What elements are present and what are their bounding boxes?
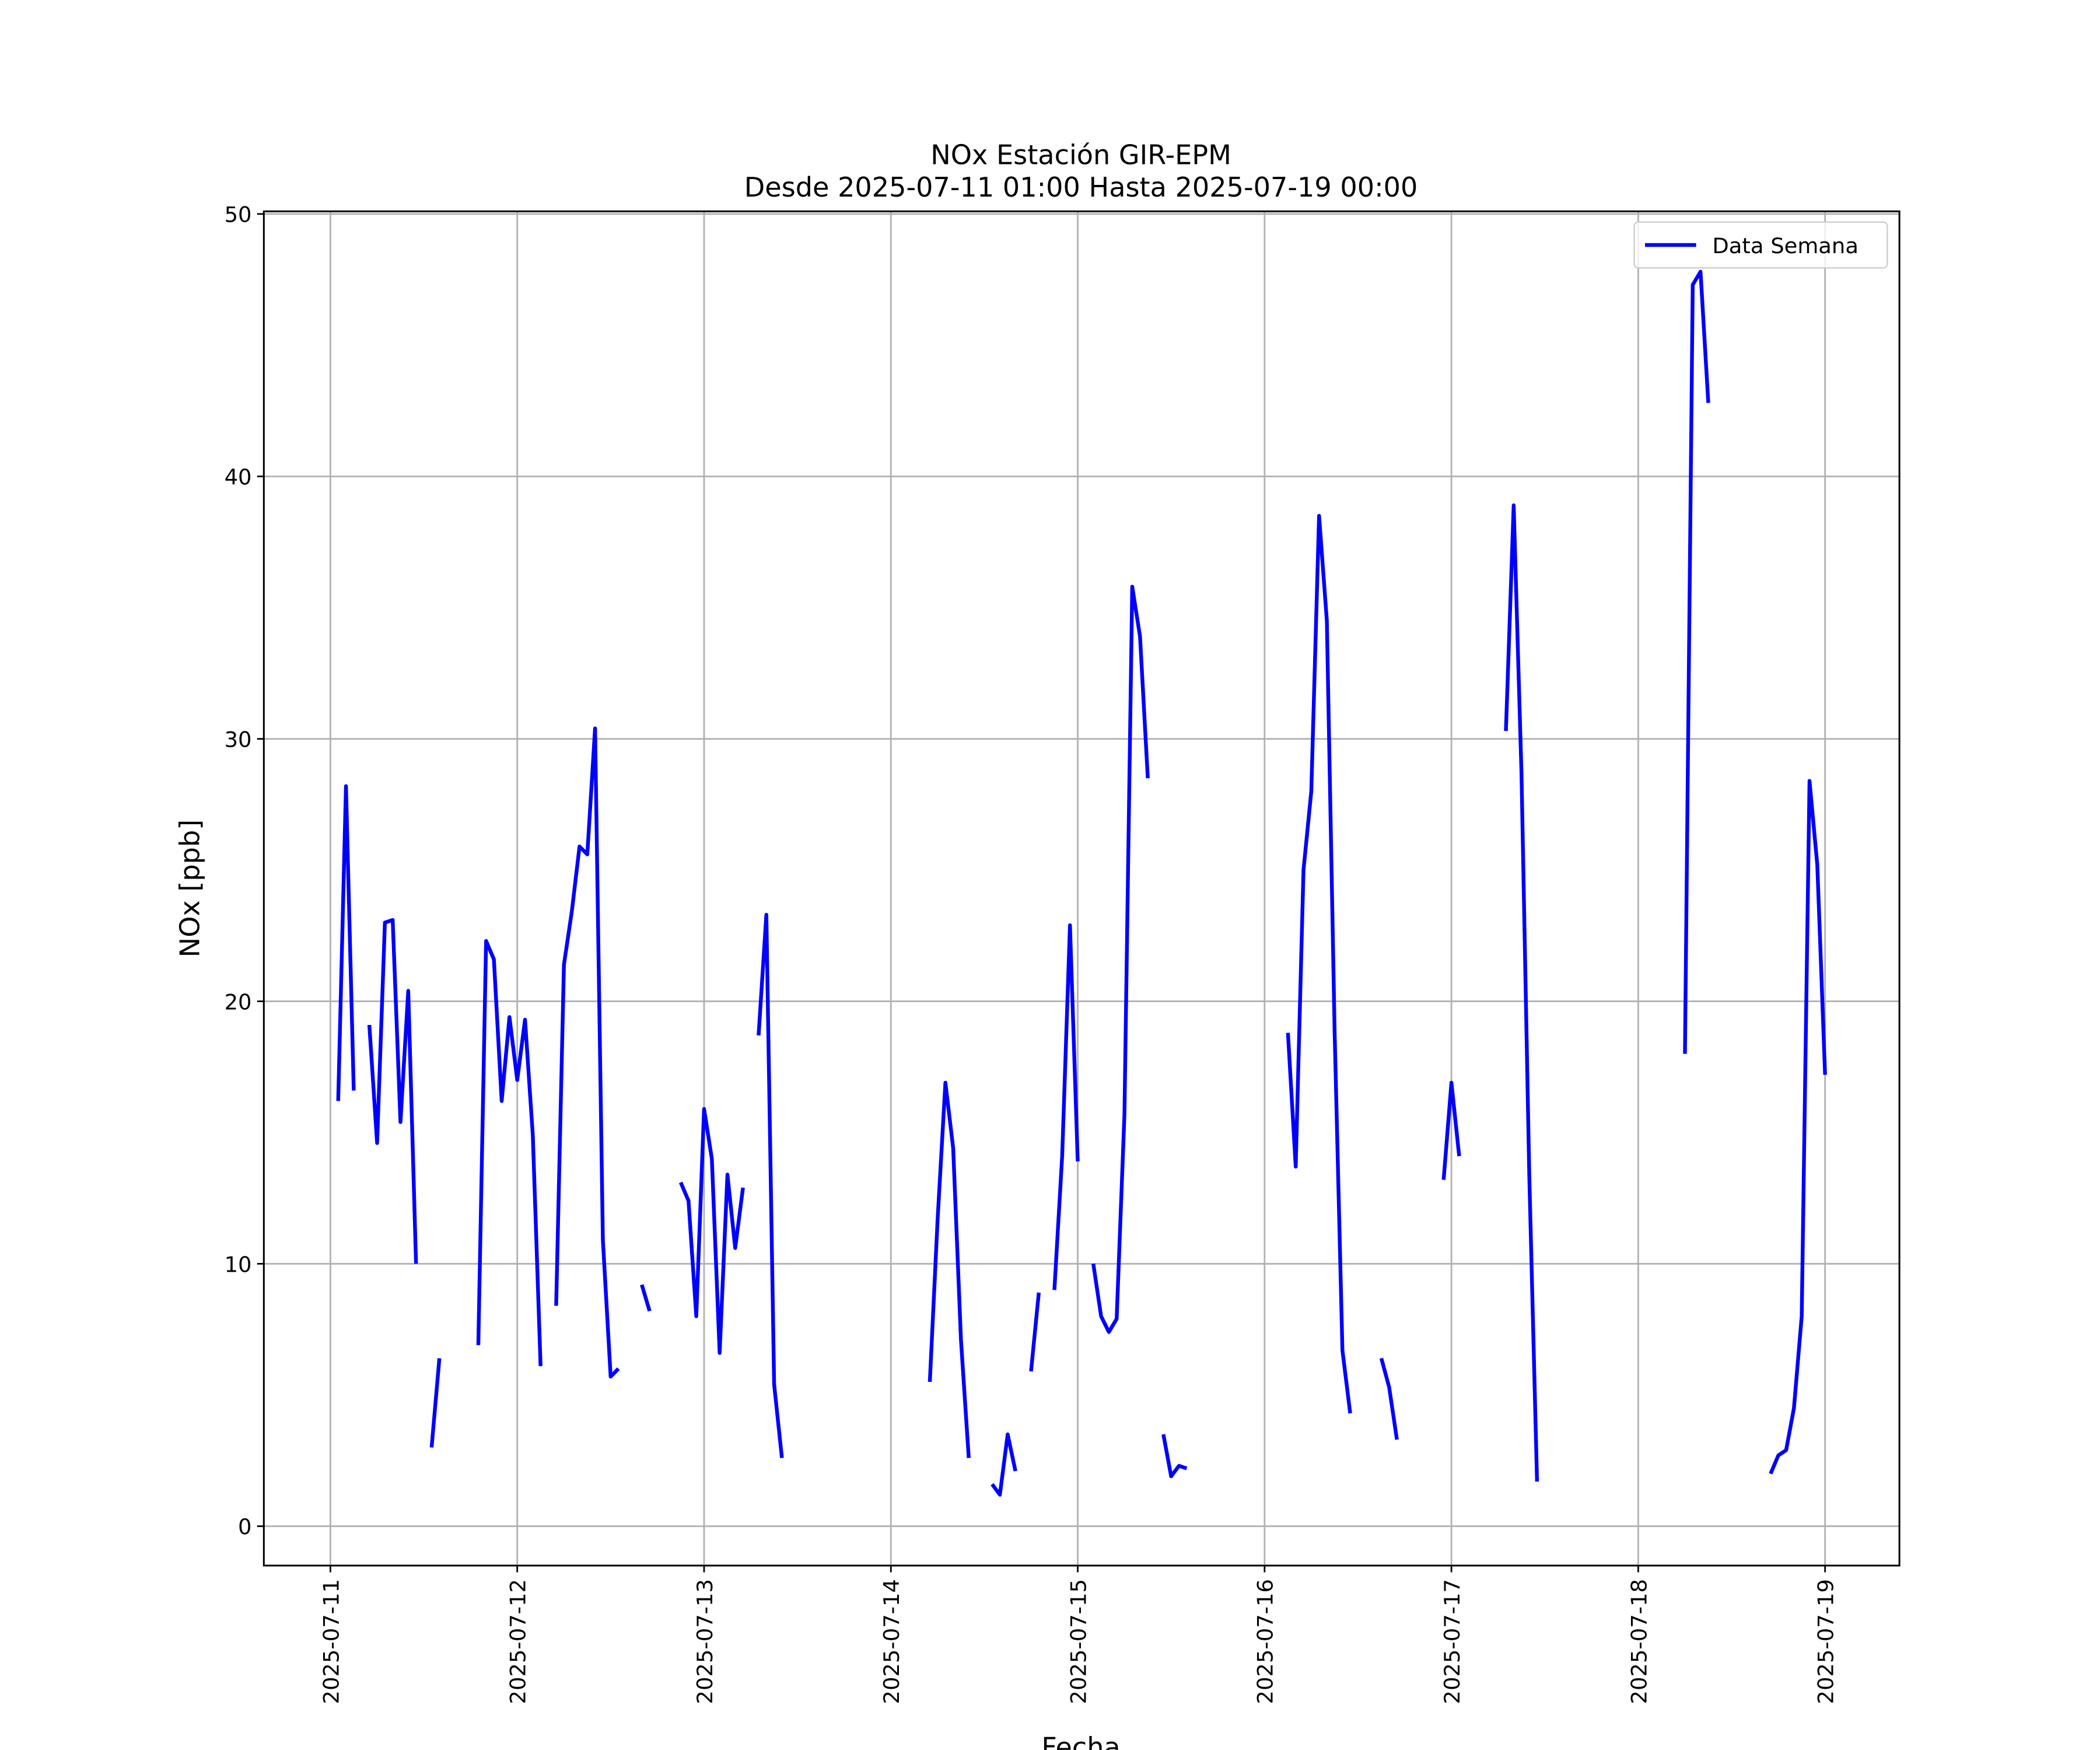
y-tick-label: 10	[225, 1252, 252, 1277]
x-tick-label: 2025-07-11	[318, 1579, 344, 1704]
plot-frame	[262, 210, 1901, 1567]
x-tick-label: 2025-07-15	[1066, 1579, 1091, 1704]
y-tick-label: 30	[225, 727, 252, 752]
x-tick-label: 2025-07-14	[879, 1579, 904, 1704]
y-tick-label: 20	[225, 989, 252, 1014]
x-tick-label: 2025-07-16	[1253, 1579, 1278, 1704]
x-tick-label: 2025-07-13	[692, 1579, 718, 1704]
y-axis-label: NOx [ppb]	[174, 820, 206, 958]
x-tick-label: 2025-07-17	[1440, 1579, 1465, 1704]
chart-title: NOx Estación GIR-EPM	[930, 139, 1231, 171]
data-line	[336, 270, 1827, 1497]
x-tick-label: 2025-07-12	[506, 1579, 531, 1704]
y-tick-label: 50	[225, 202, 252, 228]
y-tick-label: 40	[225, 465, 252, 490]
x-tick-label: 2025-07-19	[1814, 1579, 1839, 1704]
x-tick-label: 2025-07-18	[1626, 1579, 1651, 1704]
x-axis-label: Fecha	[1041, 1732, 1120, 1750]
legend-label: Data Semana	[1712, 233, 1859, 258]
chart-subtitle: Desde 2025-07-11 01:00 Hasta 2025-07-19 …	[744, 172, 1418, 203]
y-tick-label: 0	[238, 1514, 251, 1539]
legend-box	[1633, 221, 1888, 269]
